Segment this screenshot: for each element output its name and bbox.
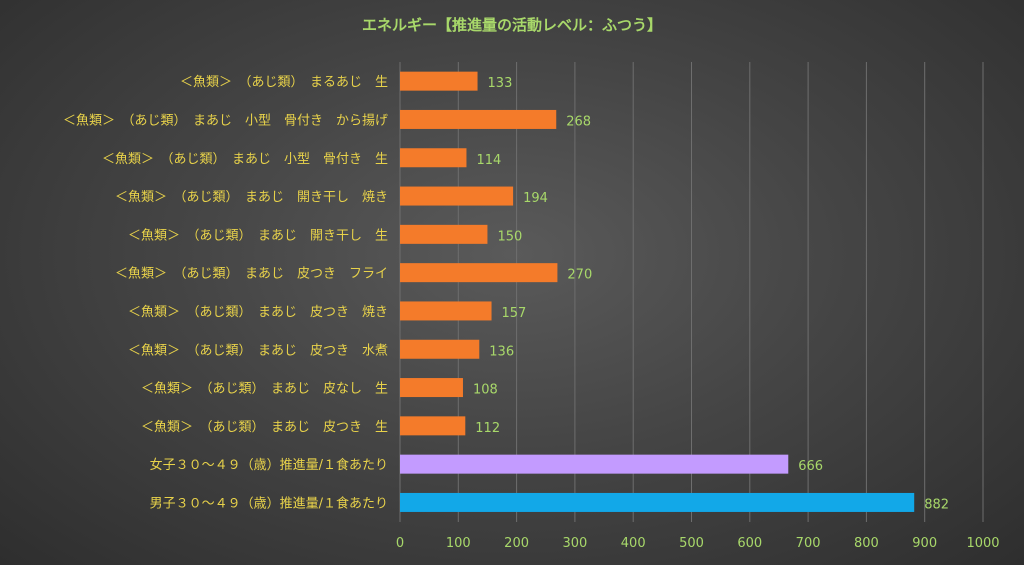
data-labels: 133 268 114 194 150 270 157 136 108 112 666 882: [473, 76, 949, 512]
category-label: ＜魚類＞ （あじ類） まあじ 皮つき フライ: [115, 267, 388, 282]
category-label: ＜魚類＞ （あじ類） まあじ 皮つき 焼き: [128, 305, 388, 320]
data-label: 268: [566, 114, 591, 129]
x-tick-label: 1000: [966, 536, 999, 551]
x-tick-label: 800: [854, 536, 879, 551]
category-label: ＜魚類＞ （あじ類） まるあじ 生: [180, 75, 388, 90]
category-label: ＜魚類＞ （あじ類） まあじ 小型 骨付き 生: [102, 152, 388, 167]
x-tick-label: 200: [504, 536, 529, 551]
data-label: 133: [488, 76, 513, 91]
bar-food: [400, 416, 466, 436]
grid-lines: [399, 62, 984, 522]
x-tick-label: 700: [796, 536, 821, 551]
data-label: 112: [475, 421, 500, 436]
data-label: 157: [502, 306, 527, 321]
data-label: 114: [476, 153, 501, 168]
bars: [400, 71, 915, 512]
category-label: ＜魚類＞ （あじ類） まあじ 皮なし 生: [141, 382, 388, 397]
category-labels: ＜魚類＞ （あじ類） まるあじ 生 ＜魚類＞ （あじ類） まあじ 小型 骨付き か…: [63, 75, 388, 511]
bar-food: [400, 71, 478, 91]
x-tick-label: 0: [396, 536, 404, 551]
x-tick-label: 400: [621, 536, 646, 551]
x-tick-label: 100: [446, 536, 471, 551]
category-label: ＜魚類＞ （あじ類） まあじ 皮つき 水煮: [128, 343, 388, 358]
bar-food: [400, 224, 488, 244]
data-label: 882: [924, 497, 949, 512]
bar-food: [400, 378, 463, 398]
category-label: 男子３０～４９（歳）推進量/１食あたり: [150, 495, 388, 511]
x-tick-label: 500: [679, 536, 704, 551]
category-label: ＜魚類＞ （あじ類） まあじ 皮つき 生: [141, 420, 388, 435]
category-label: ＜魚類＞ （あじ類） まあじ 開き干し 焼き: [115, 190, 388, 205]
x-tick-label: 600: [737, 536, 762, 551]
category-label: 女子３０～４９（歳）推進量/１食あたり: [150, 457, 388, 473]
category-label: ＜魚類＞ （あじ類） まあじ 小型 骨付き から揚げ: [63, 112, 388, 128]
bar-food: [400, 186, 514, 206]
x-tick-label: 900: [912, 536, 937, 551]
bar-female: [400, 454, 789, 474]
bar-food: [400, 263, 558, 283]
chart-title: エネルギー【推進量の活動レベル：ふつう】: [362, 16, 662, 34]
data-label: 108: [473, 383, 498, 398]
bar-food: [400, 109, 557, 129]
data-label: 270: [567, 268, 592, 283]
bar-food: [400, 301, 492, 321]
data-label: 136: [489, 344, 514, 359]
data-label: 666: [798, 459, 823, 474]
bar-male: [400, 492, 915, 512]
x-tick-labels: 0 100 200 300 400 500 600 700 800 900 1000: [396, 536, 1000, 551]
data-label: 194: [523, 191, 548, 206]
x-tick-label: 300: [562, 536, 587, 551]
bar-food: [400, 339, 480, 359]
bar-food: [400, 148, 467, 168]
category-label: ＜魚類＞ （あじ類） まあじ 開き干し 生: [128, 228, 388, 243]
data-label: 150: [497, 229, 522, 244]
